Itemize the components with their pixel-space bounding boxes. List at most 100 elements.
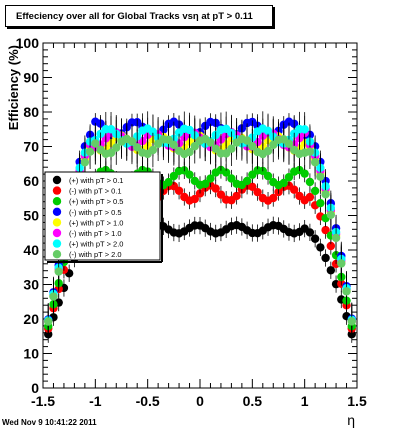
data-point xyxy=(331,233,341,243)
data-point xyxy=(185,147,194,157)
data-point xyxy=(227,174,236,183)
data-point xyxy=(221,168,231,177)
data-point xyxy=(253,187,262,197)
data-point xyxy=(133,143,142,152)
x-tick-label: -1 xyxy=(89,393,102,409)
y-tick-label: 70 xyxy=(23,139,39,155)
data-point xyxy=(305,192,315,202)
data-point xyxy=(310,186,320,196)
data-point xyxy=(169,171,179,181)
data-point xyxy=(169,140,179,150)
data-point xyxy=(305,177,315,187)
x-tick-label: -1.5 xyxy=(31,393,55,409)
legend-marker xyxy=(52,228,62,238)
data-point xyxy=(284,172,294,182)
y-tick-label: 100 xyxy=(16,35,40,51)
data-point xyxy=(305,147,315,156)
data-point xyxy=(127,137,137,146)
data-point xyxy=(211,184,220,193)
timestamp-footer: Wed Nov 9 10:41:22 2011 xyxy=(2,418,97,427)
data-point xyxy=(85,147,95,156)
y-tick-label: 0 xyxy=(31,380,39,396)
legend-marker xyxy=(52,197,62,206)
data-point xyxy=(316,172,325,181)
data-point xyxy=(310,158,320,167)
data-point xyxy=(227,144,236,153)
legend-label: (+) with pT > 0.1 xyxy=(69,176,123,185)
x-tick-label: -0.5 xyxy=(136,393,160,409)
x-tick-label: 0 xyxy=(196,393,204,409)
legend-label: (-) with pT > 1.0 xyxy=(69,229,122,238)
y-tick-label: 80 xyxy=(23,104,39,120)
legend-label: (-) with pT > 0.5 xyxy=(69,208,122,217)
data-point xyxy=(284,139,294,148)
y-tick-label: 10 xyxy=(23,346,39,362)
y-tick-label: 40 xyxy=(23,242,39,258)
legend-label: (+) with pT > 1.0 xyxy=(69,218,123,227)
data-point xyxy=(337,259,346,268)
data-point xyxy=(290,185,299,194)
data-point xyxy=(185,125,194,135)
x-tick-label: 1 xyxy=(301,393,309,409)
legend-marker xyxy=(52,239,62,248)
data-point xyxy=(326,266,336,275)
data-point xyxy=(300,125,309,134)
y-tick-label: 30 xyxy=(23,277,39,293)
x-tick-label: 0.5 xyxy=(243,393,263,409)
legend-marker xyxy=(52,250,62,259)
legend-marker xyxy=(52,218,62,227)
data-point xyxy=(316,243,325,252)
data-point xyxy=(190,142,199,151)
data-point xyxy=(44,317,53,326)
chart-title: Effeciency over all for Global Tracks vs… xyxy=(5,5,273,27)
data-point xyxy=(316,198,325,208)
legend-label: (-) with pT > 2.0 xyxy=(69,250,122,259)
data-point xyxy=(269,140,278,150)
data-point xyxy=(279,178,288,188)
legend-label: (-) with pT > 0.1 xyxy=(69,187,122,196)
y-tick-label: 50 xyxy=(23,208,39,224)
legend-marker xyxy=(52,186,62,195)
data-point xyxy=(112,143,121,152)
data-point xyxy=(310,234,320,243)
data-point xyxy=(305,228,315,237)
data-point xyxy=(164,177,173,187)
data-point xyxy=(80,158,90,167)
data-point xyxy=(321,190,330,199)
data-point xyxy=(248,141,257,151)
y-axis-label: Efficiency (%) xyxy=(6,45,21,130)
legend-label: (+) with pT > 0.5 xyxy=(69,197,123,206)
data-point xyxy=(206,174,215,183)
data-point xyxy=(216,190,226,199)
data-point xyxy=(269,193,278,203)
data-point xyxy=(347,317,356,326)
legend-box xyxy=(44,171,161,261)
data-point xyxy=(242,176,252,186)
data-point xyxy=(206,138,215,147)
data-point xyxy=(321,253,330,263)
y-tick-label: 60 xyxy=(23,173,39,189)
data-point xyxy=(148,127,158,136)
data-point xyxy=(106,148,116,158)
data-point xyxy=(326,241,336,251)
data-point xyxy=(263,146,273,156)
data-point xyxy=(148,145,158,155)
data-point xyxy=(185,170,194,179)
data-point xyxy=(54,267,63,276)
y-tick-label: 20 xyxy=(23,311,39,327)
data-point xyxy=(190,194,199,204)
data-point xyxy=(300,169,309,178)
data-point xyxy=(232,191,241,201)
legend-marker xyxy=(52,175,62,185)
data-point xyxy=(174,186,184,195)
data-point xyxy=(248,182,257,191)
x-tick-label: 1.5 xyxy=(347,393,367,409)
legend-label: (+) with pT > 2.0 xyxy=(69,240,123,249)
data-point xyxy=(242,136,252,145)
data-point xyxy=(263,171,273,181)
data-point xyxy=(263,126,273,136)
chart-title-text: Effeciency over all for Global Tracks vs… xyxy=(16,10,253,22)
data-point xyxy=(342,287,351,296)
data-point xyxy=(326,210,336,219)
